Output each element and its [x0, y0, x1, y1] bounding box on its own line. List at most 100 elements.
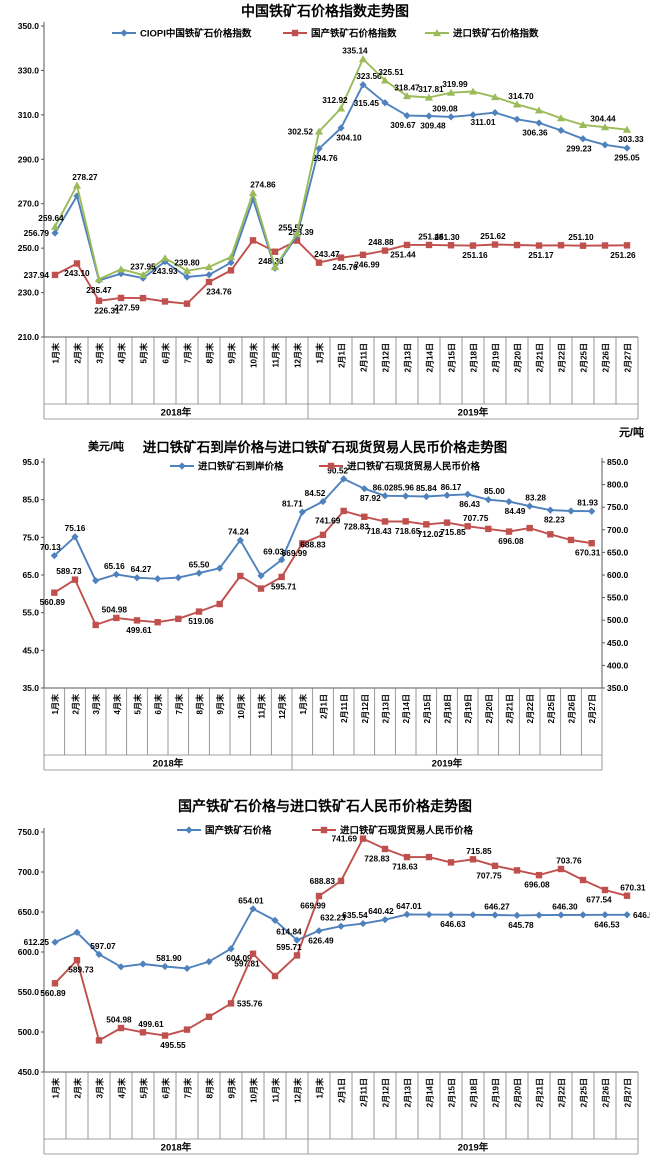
- diamond-marker: [546, 506, 554, 514]
- x-axis-category-label: 4月末: [117, 343, 127, 363]
- x-axis: 1月末 2月末 3月末 4月末 5月末 6月末 7月末 8月末 9月末 10月末 11月末 12月末 1…: [43, 336, 639, 405]
- square-marker: [403, 241, 411, 249]
- data-label: 595.71: [271, 581, 297, 591]
- data-label: 632.23: [320, 913, 346, 923]
- square-marker: [315, 892, 323, 900]
- triangle-marker: [94, 275, 104, 283]
- x-axis-category-label: 2月25日: [580, 343, 589, 372]
- chart1-canvas: 中国铁矿石价格指数走势图 350.0330.0310.0290.0270.025…: [18, 3, 644, 420]
- x-axis-category-label: 11月末: [271, 1078, 281, 1102]
- diamond-marker: [425, 910, 433, 919]
- x-axis-category-label: 4月末: [117, 1078, 127, 1098]
- data-label: 251.44: [390, 249, 416, 259]
- square-marker: [535, 242, 543, 249]
- diamond-marker: [491, 109, 499, 117]
- x-axis-category-label: 3月末: [95, 343, 105, 363]
- data-label: 251.62: [480, 231, 506, 241]
- y-axis-tick-label: 35.0: [22, 683, 39, 693]
- data-label: 604.09: [226, 953, 252, 963]
- data-label: 647.01: [396, 901, 422, 911]
- chart2-plot-area: 95.0 85.0 75.0 65.0 55.0 45.0 35.0 850.0 800.0 75…: [22, 457, 629, 771]
- x-axis-category-label: 2月22日: [558, 1078, 567, 1107]
- square-marker: [464, 523, 471, 530]
- diamond-marker: [601, 141, 609, 149]
- data-label: 274.86: [250, 179, 276, 189]
- data-label: 696.08: [498, 536, 524, 546]
- square-marker: [513, 241, 521, 249]
- square-marker: [51, 271, 59, 279]
- diamond-marker: [403, 910, 411, 918]
- data-label: 635.54: [342, 910, 368, 920]
- square-marker: [271, 248, 279, 255]
- data-label: 295.05: [614, 153, 640, 163]
- square-marker: [71, 576, 79, 583]
- square-marker: [469, 242, 477, 249]
- data-label: 85.96: [393, 483, 414, 493]
- data-label: 646.63: [440, 919, 466, 929]
- data-label: 251.30: [434, 232, 460, 242]
- diamond-marker: [513, 115, 521, 123]
- data-label: 323.56: [356, 71, 382, 81]
- data-label: 504.98: [106, 1015, 132, 1025]
- data-label: 703.76: [556, 855, 582, 865]
- triangle-marker: [512, 100, 522, 108]
- data-label: 589.73: [68, 965, 94, 975]
- y-axis-tick-label: 600.0: [18, 947, 40, 957]
- square-marker: [92, 621, 99, 629]
- data-label: 251.16: [462, 250, 488, 260]
- square-marker: [133, 617, 141, 624]
- square-marker: [491, 241, 499, 248]
- data-label: 597.07: [90, 941, 116, 951]
- diamond-marker: [464, 490, 472, 498]
- legend-label: 进口铁矿石价格指数: [453, 28, 539, 40]
- y-axis-tick-label: 65.0: [22, 570, 39, 580]
- diamond-marker: [178, 462, 186, 470]
- diamond-marker: [183, 273, 191, 281]
- square-marker: [425, 853, 433, 861]
- data-label: 246.99: [354, 259, 380, 269]
- x-axis-category-label: 6月末: [153, 694, 163, 714]
- data-label: 696.08: [524, 880, 550, 890]
- data-label: 707.75: [476, 870, 502, 880]
- legend-item-1: 国产铁矿石价格指数: [283, 28, 397, 40]
- triangle-marker: [50, 222, 60, 230]
- diamond-marker: [588, 507, 596, 515]
- diamond-marker: [51, 938, 59, 946]
- x-axis-category-label: 2月20日: [485, 694, 494, 723]
- square-marker: [227, 1000, 235, 1007]
- diamond-marker: [249, 905, 257, 913]
- x-axis-category-label: 9月末: [227, 1078, 237, 1098]
- legend-label: 国产铁矿石价格: [205, 825, 272, 837]
- diamond-marker: [337, 922, 345, 930]
- data-label: 84.49: [505, 506, 526, 516]
- x-axis-category-label: 2月27日: [588, 694, 597, 723]
- x-axis-category-label: 12月末: [293, 343, 303, 368]
- diamond-marker: [112, 570, 120, 578]
- square-marker: [491, 862, 499, 869]
- x-axis-category-label: 1月末: [298, 694, 308, 714]
- y-axis-tick-label: 450.0: [18, 1067, 40, 1077]
- x-axis-category-label: 11月末: [271, 343, 281, 367]
- legend-label: 进口铁矿石现货贸易人民币价格: [340, 825, 474, 837]
- x-axis-category-label: 8月末: [195, 694, 205, 714]
- data-label: 728.83: [344, 521, 370, 531]
- triangle-marker: [446, 88, 456, 96]
- data-label: 595.71: [276, 942, 302, 952]
- triangle-marker: [424, 93, 434, 101]
- year-axis: 2018年 2019年: [43, 1139, 639, 1155]
- square-marker: [623, 892, 631, 899]
- legend-item-2: 进口铁矿石价格指数: [425, 28, 539, 40]
- x-axis-category-label: 2月18日: [470, 343, 479, 372]
- x-axis-category-label: 2月27日: [624, 343, 633, 372]
- series-1: [51, 507, 595, 629]
- diamond-marker: [73, 192, 81, 200]
- year-group-label: 2019年: [432, 758, 463, 770]
- diamond-marker: [403, 111, 411, 120]
- diamond-marker: [185, 826, 193, 834]
- series-1: [51, 237, 631, 307]
- x-axis-category-label: 2月末: [73, 343, 83, 363]
- data-label: 519.06: [188, 616, 214, 626]
- square-marker: [547, 531, 554, 538]
- y-axis-tick-label: 75.0: [22, 532, 39, 542]
- diamond-marker: [73, 928, 81, 936]
